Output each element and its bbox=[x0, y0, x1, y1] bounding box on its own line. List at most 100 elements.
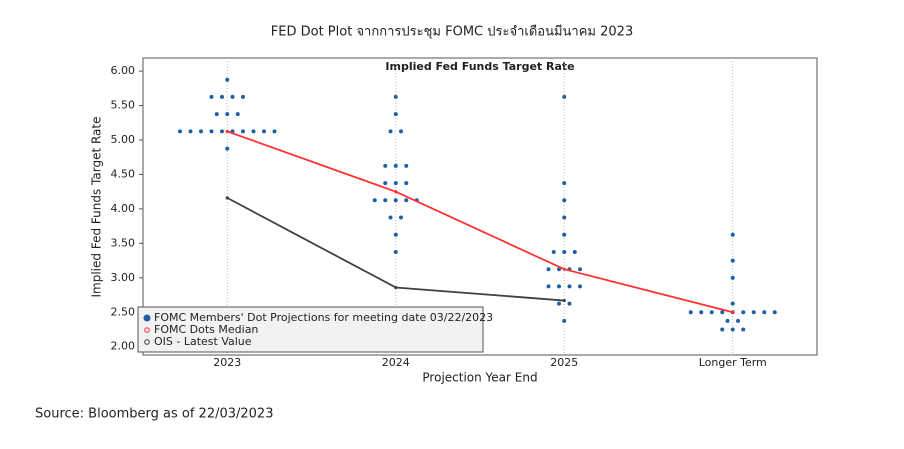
dot bbox=[235, 112, 240, 117]
legend-box bbox=[137, 306, 484, 353]
point bbox=[562, 267, 566, 271]
legend-label: FOMC Dots Median bbox=[154, 323, 258, 336]
x-tick-label: 2025 bbox=[550, 356, 578, 369]
dot bbox=[562, 181, 567, 186]
dot bbox=[399, 129, 403, 134]
x-tick-label: 2023 bbox=[213, 356, 241, 369]
dot bbox=[178, 129, 182, 134]
dot bbox=[393, 112, 398, 117]
dot bbox=[730, 275, 735, 280]
dot bbox=[578, 267, 582, 272]
dot bbox=[399, 215, 403, 220]
dot bbox=[241, 129, 245, 134]
dot bbox=[741, 310, 746, 315]
dot bbox=[230, 94, 235, 99]
dot bbox=[562, 232, 567, 237]
dot bbox=[551, 249, 556, 254]
point bbox=[562, 298, 566, 303]
dot bbox=[730, 301, 735, 306]
dot bbox=[393, 249, 398, 254]
dot bbox=[546, 267, 551, 272]
y-tick-label: 4.50 bbox=[111, 167, 136, 180]
dot bbox=[220, 129, 224, 134]
line bbox=[226, 130, 733, 314]
dot bbox=[393, 163, 398, 168]
dot bbox=[241, 94, 245, 99]
y-tick-label: 2.00 bbox=[111, 340, 136, 353]
chart-subtitle: Implied Fed Funds Target Rate bbox=[385, 60, 574, 73]
dot bbox=[393, 232, 398, 237]
dot bbox=[199, 129, 203, 134]
dot bbox=[699, 310, 704, 315]
dot bbox=[262, 129, 266, 134]
legend: FOMC Members' Dot Projections for meetin… bbox=[137, 306, 493, 353]
dot bbox=[725, 318, 730, 323]
dot bbox=[188, 129, 193, 134]
dot bbox=[546, 284, 551, 289]
dot bbox=[751, 310, 756, 315]
legend-label: OIS - Latest Value bbox=[154, 335, 252, 348]
dot bbox=[720, 310, 725, 315]
dot bbox=[272, 129, 277, 134]
y-tick-label: 3.00 bbox=[111, 271, 136, 284]
y-axis-label: Implied Fed Funds Target Rate bbox=[90, 117, 104, 298]
point bbox=[731, 310, 735, 314]
dot bbox=[562, 249, 567, 254]
dot bbox=[562, 94, 567, 99]
dot bbox=[225, 77, 230, 82]
dot bbox=[383, 163, 388, 168]
dot bbox=[578, 284, 582, 289]
dot bbox=[393, 181, 398, 186]
dot bbox=[225, 146, 230, 151]
dot bbox=[557, 301, 561, 306]
dot bbox=[404, 163, 409, 168]
dot bbox=[730, 327, 735, 332]
y-tick-label: 3.50 bbox=[111, 236, 136, 249]
dot bbox=[562, 215, 567, 220]
dot bbox=[730, 258, 735, 263]
dot bbox=[209, 94, 214, 99]
dot bbox=[688, 310, 693, 315]
dot bbox=[383, 198, 388, 203]
line bbox=[226, 197, 565, 302]
dot bbox=[214, 112, 219, 117]
dot bbox=[404, 198, 409, 203]
point bbox=[394, 285, 398, 290]
dot bbox=[393, 94, 398, 99]
source-note: Source: Bloomberg as of 22/03/2023 bbox=[35, 407, 273, 422]
dot bbox=[393, 198, 398, 203]
legend-marker bbox=[144, 327, 150, 333]
dot bbox=[572, 249, 577, 254]
dot bbox=[709, 310, 714, 315]
dot bbox=[388, 129, 393, 134]
dot bbox=[383, 181, 388, 186]
legend-label: FOMC Members' Dot Projections for meetin… bbox=[154, 311, 493, 324]
dot bbox=[404, 181, 409, 186]
dot bbox=[762, 310, 767, 315]
y-tick-label: 4.00 bbox=[111, 202, 136, 215]
dot bbox=[209, 129, 214, 134]
chart-title: FED Dot Plot จากการประชุม FOMC ประจำเดือ… bbox=[271, 24, 633, 40]
dot bbox=[388, 215, 393, 220]
y-tick-label: 5.50 bbox=[111, 99, 136, 112]
plot-area bbox=[142, 57, 818, 356]
x-tick-label: Longer Term bbox=[699, 356, 767, 369]
point bbox=[225, 196, 229, 200]
legend-marker bbox=[143, 314, 151, 322]
dot bbox=[567, 301, 572, 306]
dot bbox=[220, 94, 224, 99]
dot bbox=[741, 327, 746, 332]
point bbox=[394, 190, 398, 194]
dot bbox=[372, 198, 377, 203]
dot bbox=[557, 284, 561, 289]
x-tick-label: 2024 bbox=[382, 356, 410, 369]
dot bbox=[730, 232, 735, 237]
y-tick-label: 6.00 bbox=[111, 64, 136, 77]
dot bbox=[736, 318, 740, 323]
dot bbox=[251, 129, 256, 134]
dot bbox=[562, 318, 567, 323]
y-tick-label: 2.50 bbox=[111, 305, 136, 318]
point bbox=[225, 129, 229, 133]
y-tick-label: 5.00 bbox=[111, 133, 136, 146]
